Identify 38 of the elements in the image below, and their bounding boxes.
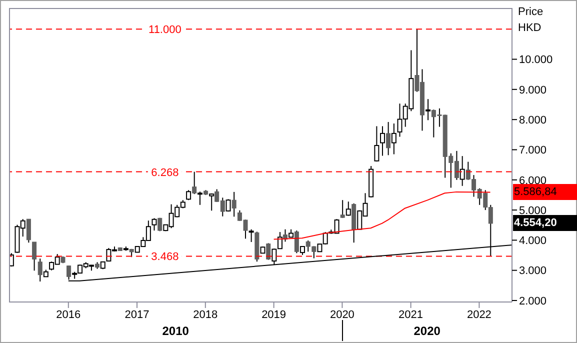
- y-tick-label: 9.000: [519, 84, 547, 96]
- text: 5.586,84: [513, 184, 577, 200]
- candlestick: [460, 156, 465, 186]
- candlestick: [346, 201, 351, 216]
- text: 2020: [412, 324, 442, 338]
- y-tick-label: 4.000: [519, 235, 547, 248]
- y-tick-label: 10.000: [519, 54, 553, 66]
- text: 4.554,20: [513, 215, 577, 232]
- ref-line-label: 3.468: [151, 251, 179, 264]
- y-tick-label: 2.000: [519, 295, 547, 308]
- candlestick: [197, 191, 202, 206]
- x-tick-label: 2021: [398, 308, 424, 321]
- candlestick: [426, 98, 431, 121]
- candlestick: [186, 190, 192, 201]
- y-tick-label: 6.000: [519, 174, 547, 187]
- x-tick-label: 2018: [193, 308, 218, 321]
- candlestick: [32, 241, 37, 272]
- candlestick: [248, 228, 254, 242]
- y-tick-label: 5.000: [519, 204, 547, 217]
- candlestick: [226, 198, 231, 212]
- y-tick-label: 3.000: [519, 265, 547, 278]
- y-axis-title: Price HKD: [518, 6, 544, 34]
- text: 2010: [161, 324, 190, 338]
- x-tick-label: 2016: [56, 308, 81, 321]
- candlestick: [380, 126, 386, 156]
- candlestick: [391, 122, 396, 155]
- candlestick: [209, 192, 214, 212]
- x-tick-label: 2022: [466, 308, 492, 321]
- y-tick-label: 7.000: [519, 144, 547, 157]
- x-tick-label: 2019: [262, 308, 286, 321]
- candlestick: [374, 126, 380, 162]
- line-series: [273, 191, 491, 240]
- x-tick-label: 2017: [124, 308, 150, 321]
- ref-line-label: 6.268: [151, 166, 179, 179]
- candlestick: [152, 218, 157, 232]
- y-tick-label: 8.000: [519, 114, 547, 126]
- ref-line-label: 11.000: [148, 24, 182, 36]
- x-tick-label: 2020: [330, 308, 354, 321]
